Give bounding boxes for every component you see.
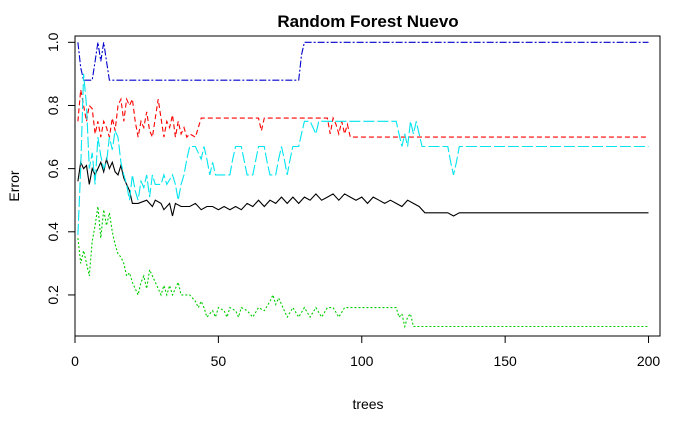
- y-tick-label: 0.8: [45, 96, 61, 116]
- x-tick-label: 0: [71, 353, 79, 369]
- y-tick-label: 0.2: [45, 285, 61, 305]
- x-tick-label: 50: [211, 353, 227, 369]
- y-axis-title: Error: [6, 170, 22, 201]
- y-axis: 0.2 0.4 0.6 0.8 1.0: [45, 32, 76, 305]
- x-tick-label: 100: [350, 353, 374, 369]
- x-axis: 0 50 100 150 200: [71, 335, 661, 369]
- chart-title: Random Forest Nuevo: [277, 12, 458, 31]
- y-tick-label: 1.0: [45, 32, 61, 52]
- x-axis-title: trees: [352, 396, 383, 412]
- series-line-4: [77, 41, 649, 81]
- x-tick-label: 150: [493, 353, 517, 369]
- series-layer: [77, 41, 649, 329]
- series-line-1: [77, 157, 649, 217]
- y-tick-label: 0.6: [45, 159, 61, 179]
- series-line-2: [77, 89, 649, 140]
- series-line-3: [77, 206, 649, 329]
- series-line-5: [77, 73, 649, 235]
- x-tick-label: 200: [637, 353, 661, 369]
- y-tick-label: 0.4: [45, 222, 61, 242]
